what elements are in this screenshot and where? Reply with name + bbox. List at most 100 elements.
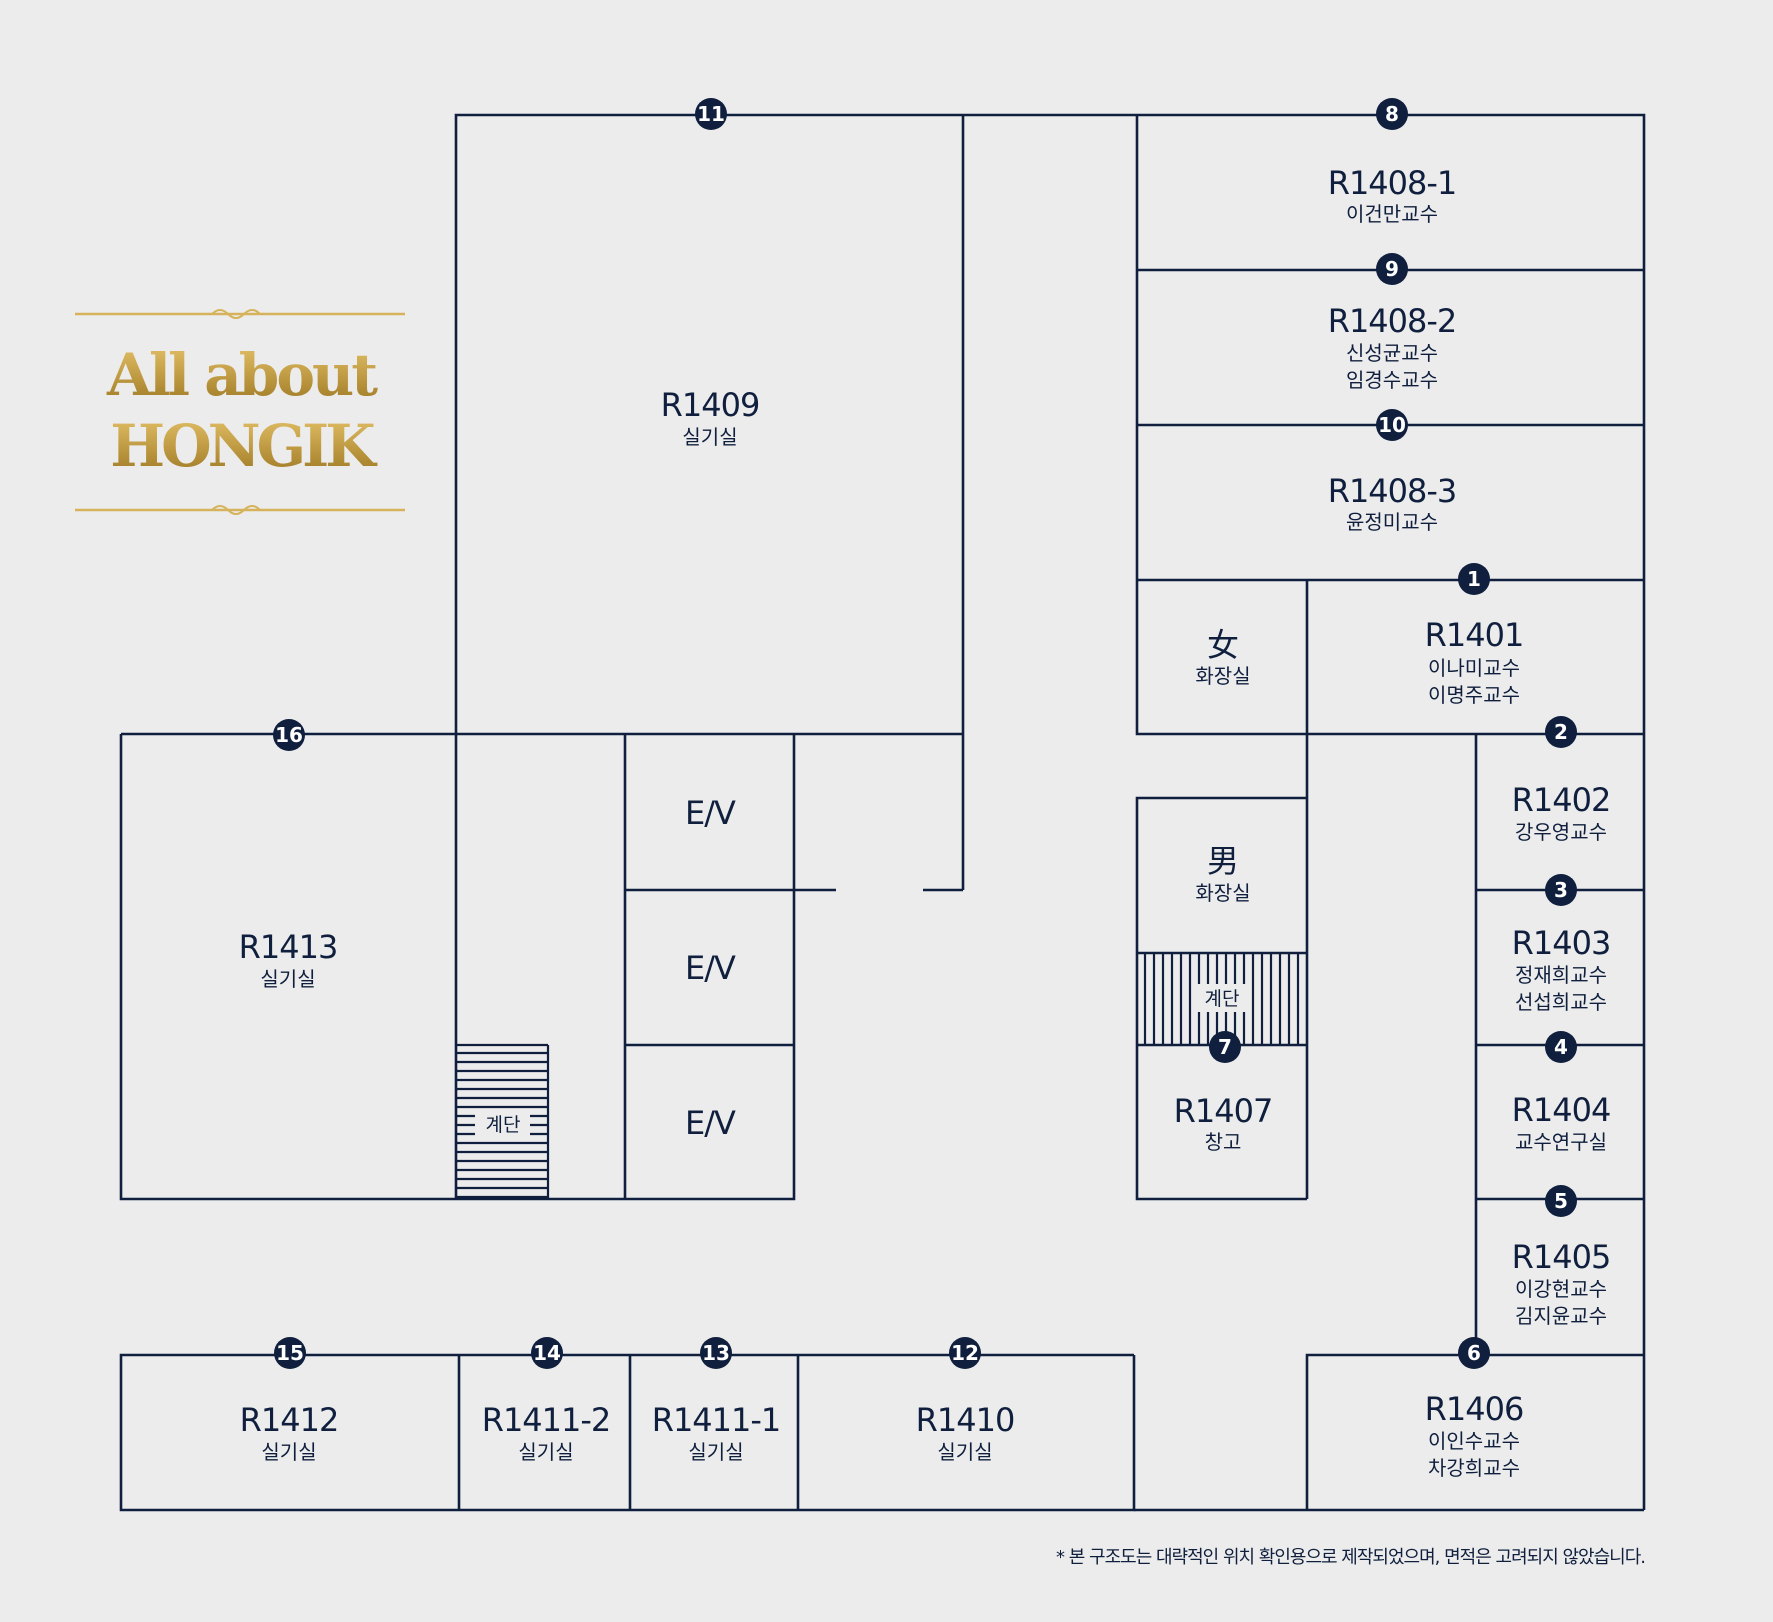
elevator-label: E/V xyxy=(685,1104,736,1142)
svg-text:13: 13 xyxy=(702,1341,730,1365)
room-r1413: R1413 실기실 xyxy=(239,928,339,991)
marker-9: 9 xyxy=(1376,253,1408,285)
room-sub: 이건만교수 xyxy=(1346,202,1438,226)
room-code: R1412 xyxy=(240,1401,339,1439)
stairs-left xyxy=(456,1043,550,1199)
room-code: R1405 xyxy=(1512,1238,1611,1276)
room-r1405: R1405 이강현교수 김지윤교수 xyxy=(1512,1238,1612,1328)
room-code: R1411-2 xyxy=(482,1401,611,1439)
room-r1408-1: R1408-1 이건만교수 xyxy=(1328,164,1458,226)
room-code: R1406 xyxy=(1425,1390,1524,1428)
room-sub: 신성균교수 xyxy=(1346,341,1438,365)
svg-text:9: 9 xyxy=(1385,257,1399,281)
room-r1408-2: R1408-2 신성균교수 임경수교수 xyxy=(1328,302,1458,392)
stairs-label-bg xyxy=(475,1110,530,1138)
svg-text:16: 16 xyxy=(275,723,303,747)
marker-12: 12 xyxy=(949,1337,981,1369)
room-sub: 선섭희교수 xyxy=(1515,990,1607,1014)
room-sub: 이인수교수 xyxy=(1428,1429,1520,1453)
room-code: R1404 xyxy=(1512,1091,1611,1129)
stairs-label: 계단 xyxy=(486,1114,521,1136)
womens-restroom: 女 화장실 xyxy=(1195,626,1250,688)
room-code: R1409 xyxy=(661,386,760,424)
marker-1: 1 xyxy=(1458,563,1490,595)
marker-6: 6 xyxy=(1458,1337,1490,1369)
marker-7: 7 xyxy=(1209,1031,1241,1063)
room-r1406: R1406 이인수교수 차강희교수 xyxy=(1425,1390,1525,1480)
ornament-icon xyxy=(211,505,261,515)
marker-4: 4 xyxy=(1545,1031,1577,1063)
room-code: R1411-1 xyxy=(652,1401,781,1439)
room-sub: 차강희교수 xyxy=(1428,1456,1520,1480)
room-sub: 이명주교수 xyxy=(1428,683,1520,707)
room-r1411-1: R1411-1 실기실 xyxy=(652,1401,782,1464)
svg-text:8: 8 xyxy=(1385,102,1399,126)
room-r1411-2: R1411-2 실기실 xyxy=(482,1401,612,1464)
svg-text:4: 4 xyxy=(1554,1035,1568,1059)
room-r1412: R1412 실기실 xyxy=(240,1401,340,1464)
room-r1401: R1401 이나미교수 이명주교수 xyxy=(1425,616,1525,707)
entrance-markers: 1 2 3 4 5 6 7 8 9 10 11 12 13 14 15 16 xyxy=(273,98,1577,1369)
room-r1409: R1409 실기실 xyxy=(661,386,761,449)
room-code: R1408-3 xyxy=(1328,472,1457,510)
room-sub: 실기실 xyxy=(688,1440,743,1464)
restroom-label: 화장실 xyxy=(1195,664,1250,688)
marker-2: 2 xyxy=(1545,716,1577,748)
elevators: E/V E/V E/V xyxy=(685,794,737,1142)
logo-line-2: HONGIK xyxy=(110,412,378,480)
marker-11: 11 xyxy=(695,98,727,130)
room-sub: 김지윤교수 xyxy=(1515,1304,1607,1328)
room-sub: 교수연구실 xyxy=(1515,1130,1607,1154)
room-code: R1403 xyxy=(1512,924,1611,962)
room-r1404: R1404 교수연구실 xyxy=(1512,1091,1612,1154)
svg-text:11: 11 xyxy=(697,102,725,126)
room-code: R1401 xyxy=(1425,616,1524,654)
svg-text:12: 12 xyxy=(951,1341,979,1365)
stairs-label-bg xyxy=(1194,984,1250,1012)
room-sub: 실기실 xyxy=(682,425,737,449)
room-sub: 실기실 xyxy=(518,1440,573,1464)
room-r1407: R1407 창고 xyxy=(1174,1092,1274,1154)
restroom-label: 화장실 xyxy=(1195,881,1250,905)
elevator-label: E/V xyxy=(685,794,736,832)
marker-5: 5 xyxy=(1545,1185,1577,1217)
room-r1410: R1410 실기실 xyxy=(916,1401,1016,1464)
room-sub: 실기실 xyxy=(937,1440,992,1464)
ornament-icon xyxy=(211,309,261,319)
room-r1403: R1403 정재희교수 선섭희교수 xyxy=(1512,924,1612,1014)
svg-text:10: 10 xyxy=(1378,413,1406,437)
svg-text:15: 15 xyxy=(276,1341,304,1365)
svg-text:5: 5 xyxy=(1554,1189,1568,1213)
room-sub: 창고 xyxy=(1205,1130,1242,1154)
footnote: * 본 구조도는 대략적인 위치 확인용으로 제작되었으며, 면적은 고려되지 … xyxy=(1056,1547,1646,1568)
mens-restroom-icon: 男 xyxy=(1207,842,1239,880)
svg-text:7: 7 xyxy=(1218,1035,1232,1059)
room-code: R1410 xyxy=(916,1401,1015,1439)
room-sub: 실기실 xyxy=(261,1440,316,1464)
room-code: R1413 xyxy=(239,928,338,966)
svg-text:2: 2 xyxy=(1554,720,1568,744)
marker-10: 10 xyxy=(1376,409,1408,441)
room-sub: 실기실 xyxy=(260,967,315,991)
room-code: R1402 xyxy=(1512,781,1611,819)
room-sub: 강우영교수 xyxy=(1515,820,1607,844)
room-sub: 임경수교수 xyxy=(1346,368,1438,392)
room-code: R1408-1 xyxy=(1328,164,1457,202)
marker-15: 15 xyxy=(274,1337,306,1369)
room-r1402: R1402 강우영교수 xyxy=(1512,781,1612,844)
room-sub: 윤정미교수 xyxy=(1346,510,1438,534)
elevator-label: E/V xyxy=(685,949,736,987)
room-code: R1407 xyxy=(1174,1092,1273,1130)
room-sub: 정재희교수 xyxy=(1515,963,1607,987)
room-sub: 이나미교수 xyxy=(1428,656,1520,680)
room-sub: 이강현교수 xyxy=(1515,1277,1607,1301)
marker-8: 8 xyxy=(1376,98,1408,130)
stairs-label: 계단 xyxy=(1205,988,1240,1010)
marker-13: 13 xyxy=(700,1337,732,1369)
logo: All about HONGIK xyxy=(75,309,405,515)
logo-line-1: All about xyxy=(106,341,378,409)
womens-restroom-icon: 女 xyxy=(1207,626,1239,664)
marker-3: 3 xyxy=(1545,874,1577,906)
walls xyxy=(119,113,1646,1512)
